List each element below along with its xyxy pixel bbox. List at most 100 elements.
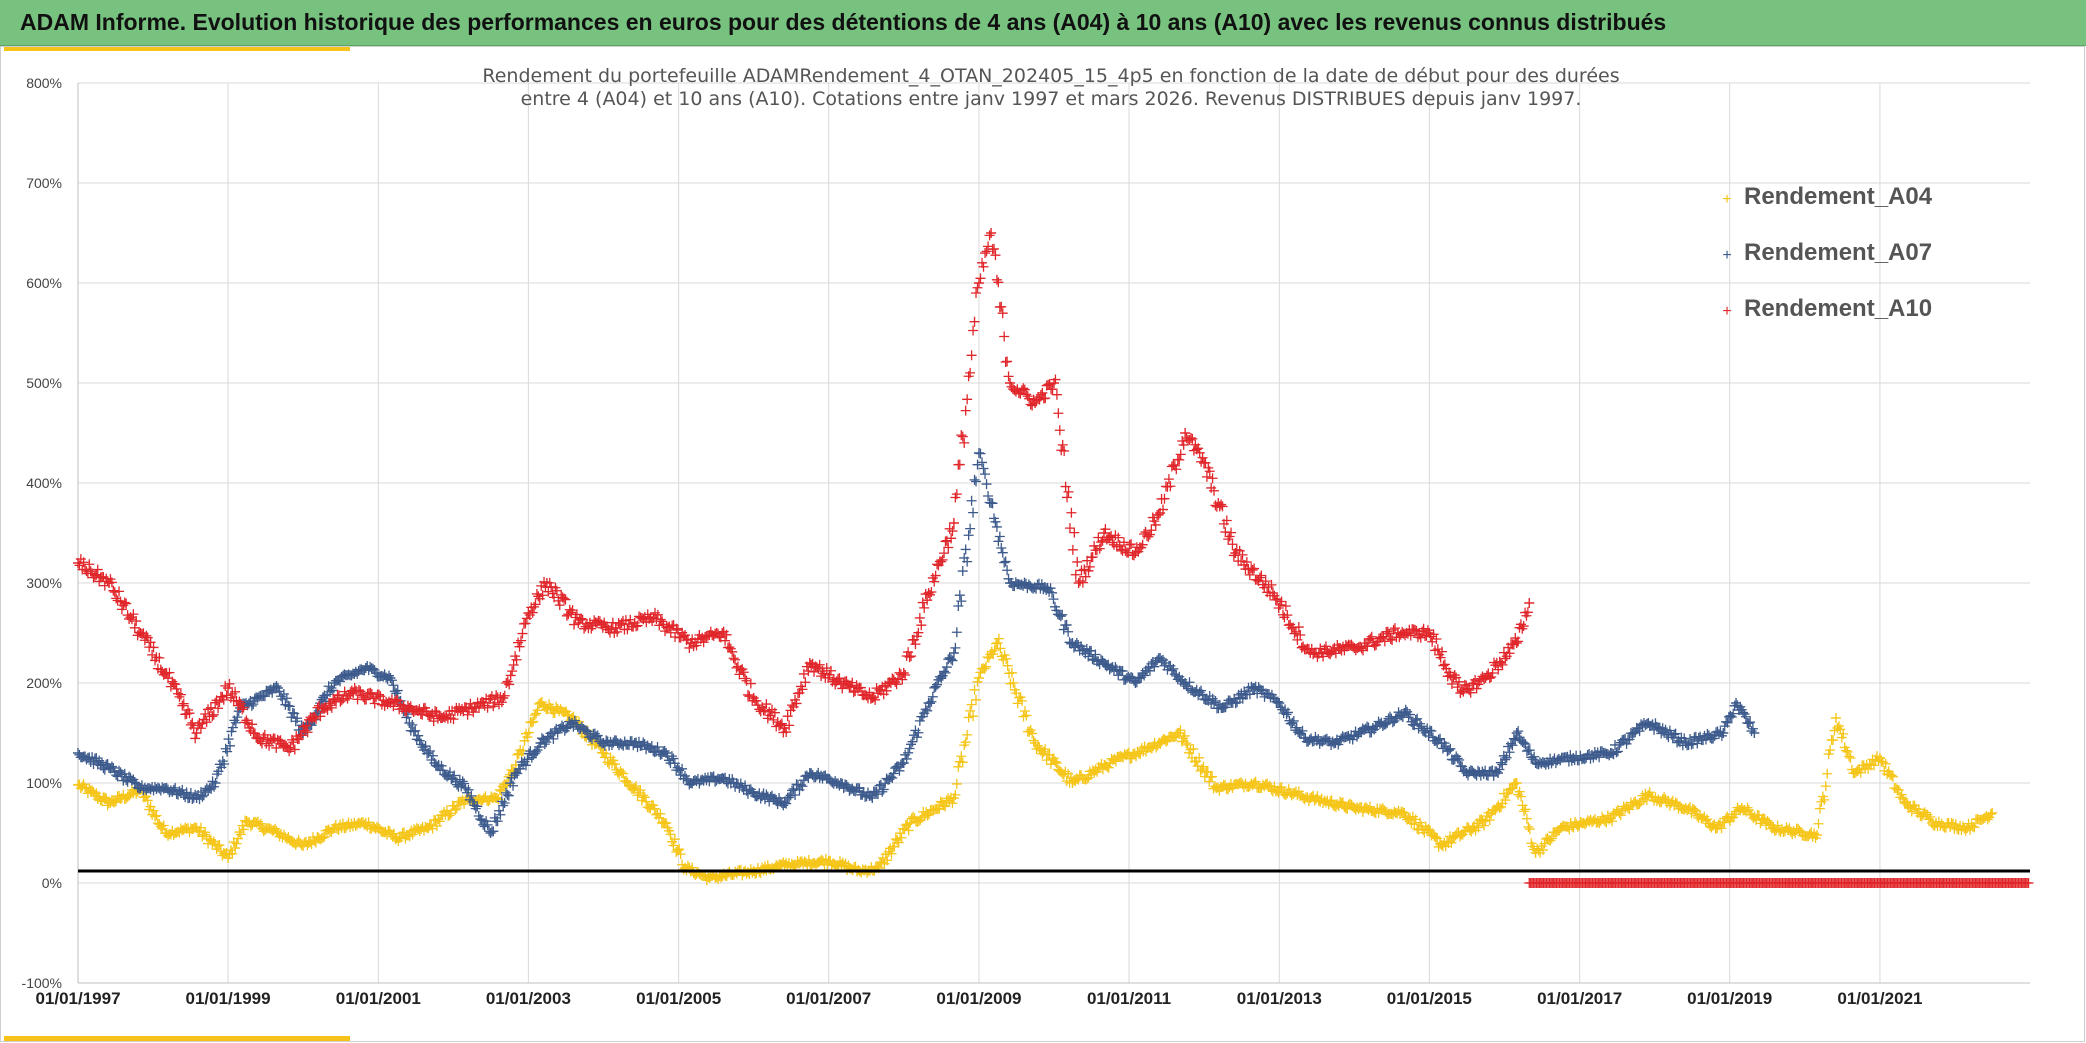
data-point [426,755,437,766]
data-point [522,754,533,765]
data-point [1116,544,1127,555]
data-point [496,697,507,708]
data-point [745,678,756,689]
data-point [148,642,159,653]
data-point [1003,371,1014,382]
data-point [1260,576,1271,587]
data-point [1050,374,1061,385]
data-point [230,843,241,854]
data-point [281,693,292,704]
data-point [175,689,186,700]
data-point [932,559,943,570]
data-point [495,809,506,820]
data-point [1019,577,1030,588]
data-point [1204,466,1215,477]
data-point [1747,723,1758,734]
data-point [1886,770,1897,781]
data-point [1809,828,1820,839]
data-point [200,827,211,838]
legend-label-a04: Rendement_A04 [1744,183,1933,210]
data-point [1062,492,1073,503]
data-point [994,531,1005,542]
data-point [1405,630,1416,641]
data-point [151,810,162,821]
data-point [190,733,201,744]
data-point [1689,804,1700,815]
data-point [1107,537,1118,548]
legend-marker-a10: + [1722,303,1731,320]
data-point [1464,685,1475,696]
data-point [947,798,958,809]
y-axis-ticks: -100% 0% 100% 200% 300% 400% 500% 600% 700% 800% [22,75,62,991]
data-point [154,652,165,663]
data-point [1611,747,1622,758]
data-point [1175,725,1186,736]
data-point [1027,400,1038,411]
data-point [1291,722,1302,733]
data-point [1201,471,1212,482]
chart-frame [0,46,2085,1042]
data-point [1913,804,1924,815]
data-point [981,479,992,490]
data-point [975,273,986,284]
data-point [720,772,731,783]
data-point [922,705,933,716]
data-point [413,730,424,741]
data-point [1326,795,1337,806]
data-point [401,706,412,717]
data-point [372,821,383,832]
data-point [1022,391,1033,402]
data-point [1027,728,1038,739]
data-point [1175,449,1186,460]
data-point [582,726,593,737]
data-point [1486,672,1497,683]
data-point [208,836,219,847]
data-point [442,771,453,782]
data-point [993,277,1004,288]
data-point [155,664,166,675]
data-point [1024,393,1035,404]
data-point [223,734,234,745]
x-tick-label: 01/01/1999 [186,989,271,1008]
data-point [973,278,984,288]
data-point [910,639,921,650]
data-point [1064,777,1075,788]
data-point [534,741,545,752]
data-point [1466,826,1477,837]
data-point [1454,755,1465,766]
data-point [781,727,792,738]
y-tick-label: 500% [26,375,62,391]
data-point [913,727,924,738]
data-point [904,743,915,754]
data-point [960,737,971,748]
data-point [1178,733,1189,744]
data-point [1226,527,1237,538]
data-point [641,796,652,807]
data-point [581,725,592,736]
data-point [1451,672,1462,683]
y-tick-label: 700% [26,175,62,191]
data-point [1346,639,1357,650]
data-point [797,781,808,792]
data-point [948,648,959,658]
data-point [988,649,999,660]
data-point [1123,747,1134,758]
data-point [301,720,312,731]
data-point [586,733,597,744]
data-point [1230,698,1241,709]
data-point [1415,632,1426,643]
data-point [888,768,899,779]
data-point [775,719,786,730]
data-point [1446,679,1457,690]
data-point [486,691,497,702]
data-point [325,700,336,711]
data-point [609,759,620,770]
data-point [922,810,933,821]
data-point [1100,524,1111,535]
data-point [1185,433,1196,444]
data-point [917,597,928,608]
data-point [878,784,889,795]
data-point [639,792,650,803]
data-point [1443,745,1454,756]
data-point [1143,531,1154,542]
